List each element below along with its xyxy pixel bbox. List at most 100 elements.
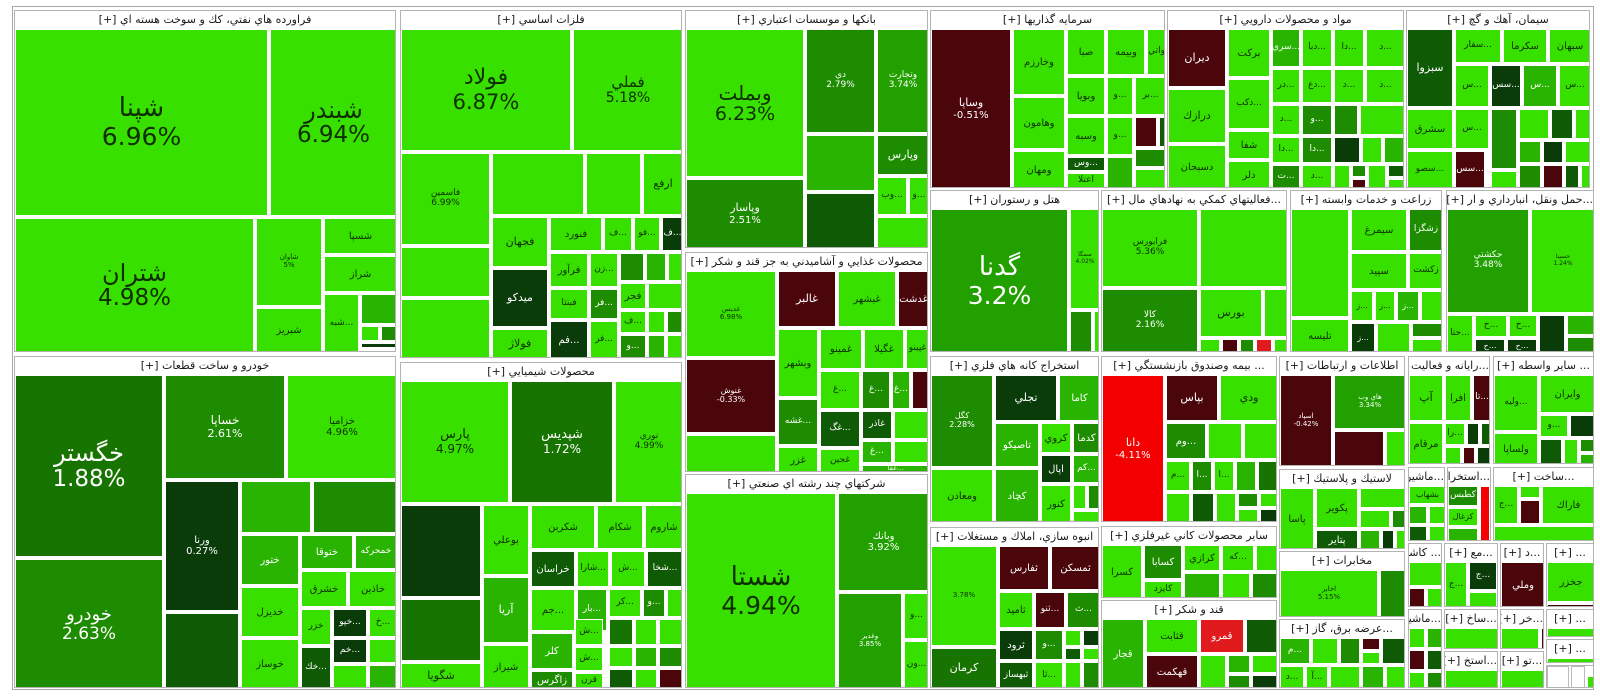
sector-header[interactable]: زراعت و خدمات وابسته [+] bbox=[1291, 191, 1441, 209]
stock-tile[interactable]: ...ج bbox=[1445, 562, 1467, 606]
stock-tile[interactable] bbox=[381, 326, 395, 341]
stock-tile[interactable]: ...غ bbox=[862, 371, 890, 409]
sector-header[interactable]: ...حمل ونقل، انبارداري و ار [+] bbox=[1447, 191, 1593, 209]
stock-tile[interactable]: سمگا 4.02% bbox=[1070, 209, 1098, 309]
stock-tile[interactable] bbox=[609, 647, 633, 667]
stock-tile[interactable] bbox=[1360, 530, 1380, 548]
stock-tile[interactable]: اپال bbox=[1041, 455, 1071, 483]
stock-tile[interactable]: غمينو bbox=[820, 329, 862, 369]
stock-tile[interactable] bbox=[635, 619, 657, 645]
stock-tile[interactable]: غگيلا bbox=[864, 329, 904, 369]
stock-tile[interactable] bbox=[646, 253, 666, 281]
stock-tile[interactable]: ...خك bbox=[301, 647, 331, 687]
stock-tile[interactable]: ...فو bbox=[634, 217, 660, 251]
stock-tile[interactable]: غدشت bbox=[898, 271, 927, 327]
stock-tile[interactable]: خگستر 1.88% bbox=[15, 375, 163, 557]
stock-tile[interactable] bbox=[1334, 105, 1358, 135]
stock-tile[interactable]: ...ز bbox=[1351, 291, 1373, 321]
stock-tile[interactable]: غالبر bbox=[778, 271, 836, 327]
stock-tile[interactable] bbox=[1587, 676, 1593, 687]
stock-tile[interactable] bbox=[894, 441, 927, 463]
stock-tile[interactable]: ...سفار bbox=[1455, 29, 1501, 63]
stock-tile[interactable]: ...س bbox=[1523, 65, 1557, 107]
stock-tile[interactable] bbox=[1481, 423, 1489, 445]
sector-header[interactable]: استخراج كانه هاي فلزي [+] bbox=[931, 357, 1098, 375]
stock-tile[interactable]: ...فر bbox=[590, 289, 618, 319]
stock-tile[interactable]: دسبحان bbox=[1168, 145, 1226, 187]
stock-tile[interactable]: ...تا bbox=[1473, 375, 1489, 421]
sector-header[interactable]: ...خر [+] bbox=[1501, 610, 1543, 628]
stock-tile[interactable]: ...و bbox=[904, 593, 927, 639]
stock-tile[interactable] bbox=[1360, 105, 1403, 135]
stock-tile[interactable] bbox=[361, 350, 395, 351]
sector-header[interactable]: ...عرضه برق، گاز [+] bbox=[1280, 620, 1404, 638]
stock-tile[interactable]: ولساپا bbox=[1494, 433, 1538, 463]
stock-tile[interactable]: ...دع bbox=[1302, 69, 1332, 103]
stock-tile[interactable]: غزر bbox=[778, 447, 818, 471]
sector-header[interactable]: بانكها و موسسات اعتباري [+] bbox=[686, 11, 927, 29]
stock-tile[interactable] bbox=[1494, 526, 1593, 540]
stock-tile[interactable]: وايران bbox=[1540, 375, 1593, 413]
stock-tile[interactable]: اخابر 5.15% bbox=[1280, 570, 1378, 616]
stock-tile[interactable]: فنورد bbox=[550, 217, 602, 251]
stock-tile[interactable]: ...و bbox=[1107, 117, 1133, 155]
stock-tile[interactable]: ...غگ bbox=[820, 411, 860, 447]
stock-tile[interactable] bbox=[1065, 662, 1081, 687]
stock-tile[interactable]: ختور bbox=[241, 535, 299, 585]
stock-tile[interactable] bbox=[1565, 165, 1579, 187]
stock-tile[interactable]: شتران 4.98% bbox=[15, 218, 254, 351]
stock-tile[interactable]: ...د bbox=[1366, 69, 1403, 103]
sector-header[interactable]: ...تو [+] bbox=[1501, 652, 1543, 670]
stock-tile[interactable]: ...ثنو bbox=[1035, 592, 1065, 628]
stock-tile[interactable] bbox=[1477, 447, 1489, 463]
stock-tile[interactable]: فبنتا bbox=[550, 289, 588, 319]
stock-tile[interactable]: فاراك bbox=[1542, 486, 1593, 524]
stock-tile[interactable]: ...س bbox=[1455, 65, 1489, 107]
stock-tile[interactable]: شپنا 6.96% bbox=[15, 29, 268, 216]
stock-tile[interactable]: ثبهساز bbox=[999, 662, 1033, 687]
stock-tile[interactable] bbox=[635, 647, 657, 667]
stock-tile[interactable]: ...دا bbox=[1334, 29, 1364, 67]
stock-tile[interactable]: شگويا bbox=[401, 663, 481, 687]
stock-tile[interactable]: بپاس bbox=[1166, 375, 1218, 421]
stock-tile[interactable] bbox=[1334, 431, 1384, 465]
stock-tile[interactable] bbox=[1501, 670, 1543, 687]
sector-header[interactable]: ...د [+] bbox=[1501, 544, 1543, 562]
stock-tile[interactable]: بوعلي bbox=[483, 505, 529, 575]
stock-tile[interactable]: ...ف bbox=[662, 217, 681, 251]
stock-tile[interactable] bbox=[313, 481, 395, 533]
stock-tile[interactable]: كطبس bbox=[1448, 486, 1478, 506]
stock-tile[interactable] bbox=[1200, 655, 1226, 687]
stock-tile[interactable] bbox=[1244, 423, 1276, 459]
stock-tile[interactable] bbox=[1427, 672, 1441, 687]
stock-tile[interactable] bbox=[1519, 109, 1549, 139]
stock-tile[interactable] bbox=[667, 335, 681, 357]
stock-tile[interactable] bbox=[1258, 461, 1276, 491]
stock-tile[interactable] bbox=[1252, 573, 1276, 597]
stock-tile[interactable]: ...شبه bbox=[324, 294, 359, 351]
stock-tile[interactable] bbox=[361, 294, 395, 324]
stock-tile[interactable]: ...د bbox=[1334, 69, 1364, 103]
stock-tile[interactable]: كروي bbox=[1041, 423, 1071, 453]
stock-tile[interactable]: خراسان bbox=[531, 551, 575, 587]
stock-tile[interactable]: ...ا bbox=[1214, 461, 1234, 491]
stock-tile[interactable]: شسپا bbox=[324, 218, 395, 254]
stock-tile[interactable]: ...خ bbox=[369, 609, 395, 637]
stock-tile[interactable]: 3.78% bbox=[931, 546, 997, 646]
stock-tile[interactable]: ...دا bbox=[1302, 137, 1332, 163]
stock-tile[interactable]: كايزد bbox=[1144, 581, 1182, 597]
stock-tile[interactable] bbox=[1065, 648, 1081, 660]
stock-tile[interactable]: ...م bbox=[1166, 461, 1190, 491]
sector-header[interactable]: ... بيمه وصندوق بازنشستگي [+] bbox=[1102, 357, 1276, 375]
stock-tile[interactable]: ...د bbox=[1272, 105, 1300, 135]
stock-tile[interactable]: خودرو 2.63% bbox=[15, 559, 163, 687]
sector-header[interactable]: ساير محصولات كاني غيرفلزي [+] bbox=[1102, 527, 1276, 545]
stock-tile[interactable]: ...و bbox=[643, 589, 665, 617]
stock-tile[interactable] bbox=[1386, 666, 1404, 687]
stock-tile[interactable] bbox=[1409, 628, 1425, 648]
stock-tile[interactable]: سپيد bbox=[1351, 253, 1407, 289]
stock-tile[interactable] bbox=[1421, 291, 1441, 321]
stock-tile[interactable]: كدما bbox=[1073, 423, 1098, 453]
stock-tile[interactable]: بورس bbox=[1200, 289, 1262, 337]
stock-tile[interactable]: غاذر bbox=[862, 411, 892, 439]
